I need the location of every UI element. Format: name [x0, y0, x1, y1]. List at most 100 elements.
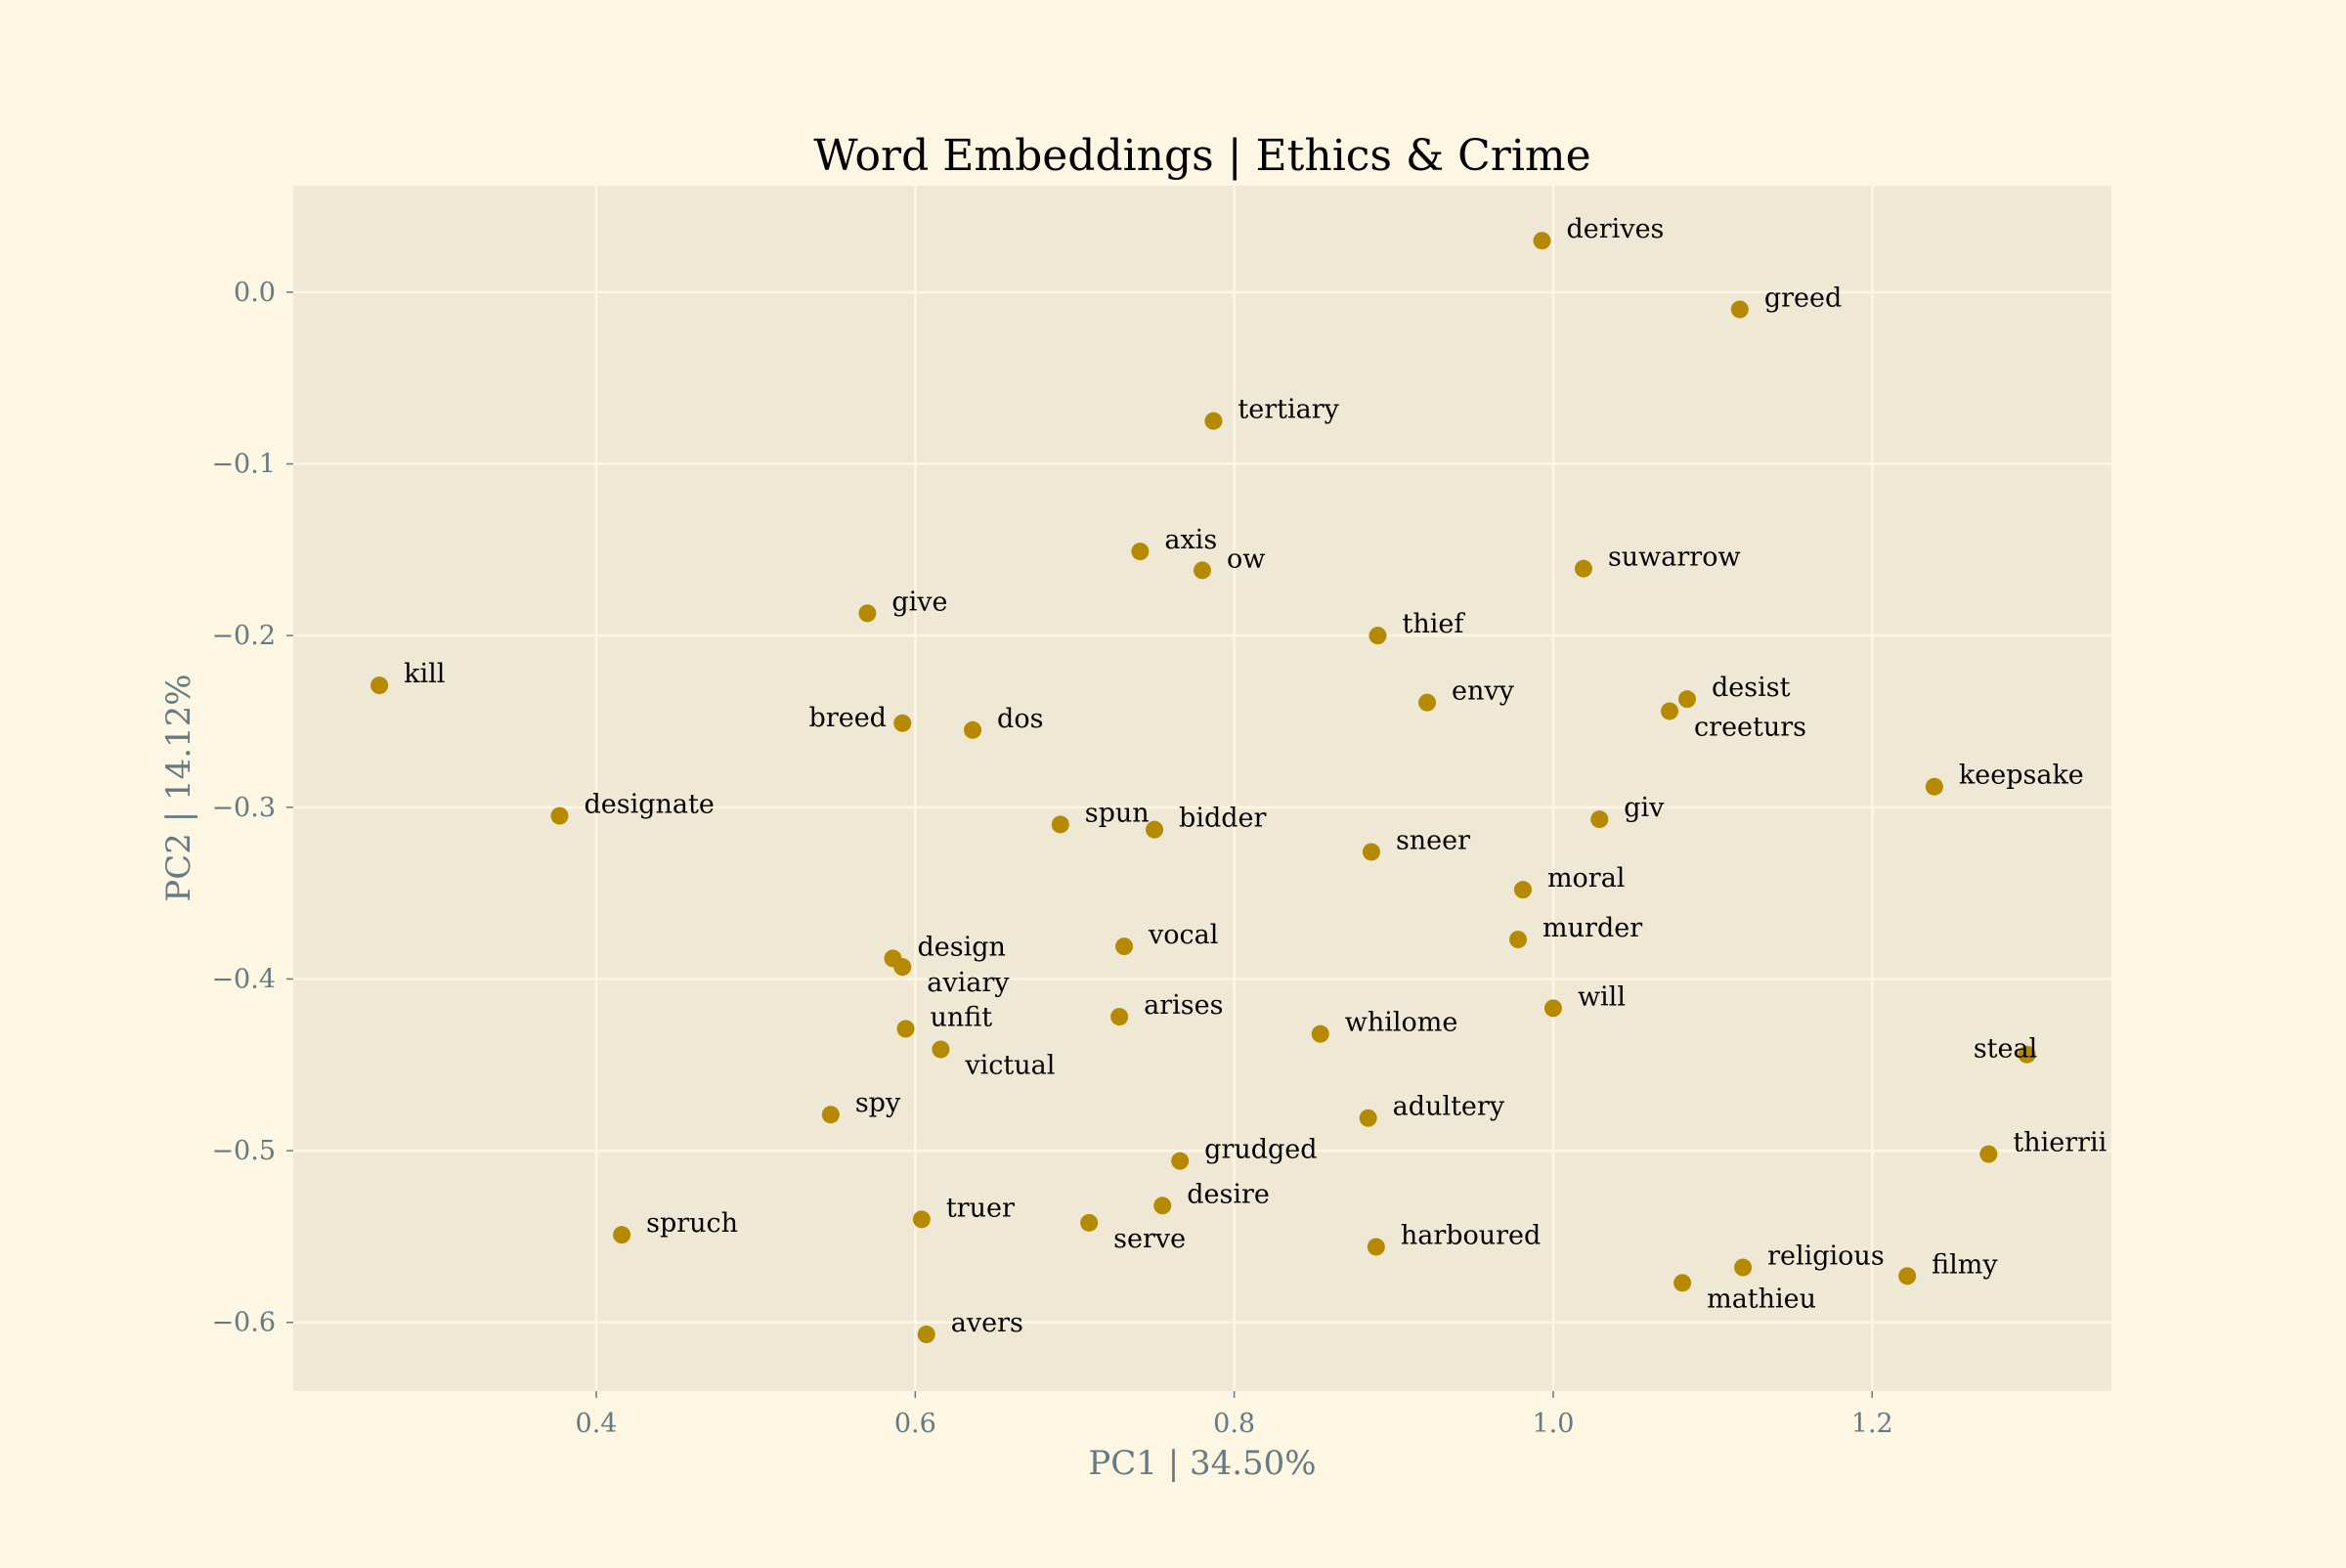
- point-label-adultery: adultery: [1393, 1092, 1505, 1122]
- data-point-religious: [1734, 1258, 1753, 1277]
- point-label-bidder: bidder: [1179, 804, 1266, 834]
- x-axis-label: PC1 | 34.50%: [1088, 1444, 1316, 1483]
- data-point-will: [1543, 999, 1562, 1018]
- data-point-aviary: [893, 958, 912, 977]
- data-point-tertiary: [1204, 412, 1223, 430]
- point-label-thierrii: thierrii: [2013, 1128, 2107, 1158]
- point-label-designate: designate: [584, 790, 714, 820]
- data-point-truer: [912, 1210, 931, 1229]
- x-tick-label: 0.4: [576, 1409, 618, 1439]
- data-point-spy: [821, 1106, 840, 1124]
- data-point-moral: [1513, 881, 1532, 899]
- y-tick-label: −0.5: [211, 1136, 276, 1166]
- point-label-filmy: filmy: [1932, 1249, 1998, 1280]
- data-point-spruch: [613, 1226, 631, 1244]
- data-point-spun: [1051, 815, 1069, 834]
- y-tick-label: −0.1: [211, 450, 276, 480]
- data-point-filmy: [1898, 1267, 1917, 1285]
- data-point-thief: [1368, 627, 1387, 645]
- data-point-creeturs: [1661, 702, 1679, 720]
- grid-lines: [293, 186, 2111, 1391]
- data-point-harboured: [1367, 1238, 1385, 1256]
- point-label-steal: steal: [1974, 1034, 2037, 1065]
- data-point-mathieu: [1673, 1274, 1692, 1292]
- point-label-mathieu: mathieu: [1707, 1284, 1816, 1314]
- data-point-breed: [893, 714, 912, 732]
- data-point-envy: [1418, 693, 1437, 712]
- point-label-murder: murder: [1542, 913, 1642, 943]
- data-point-thierrii: [1979, 1145, 1998, 1163]
- plot-area: [293, 186, 2111, 1391]
- data-point-adultery: [1359, 1109, 1377, 1127]
- data-point-give: [858, 604, 877, 623]
- point-label-desist: desist: [1712, 673, 1791, 703]
- data-point-whilome: [1311, 1024, 1329, 1043]
- point-label-harboured: harboured: [1401, 1220, 1542, 1250]
- y-tick-label: 0.0: [234, 278, 276, 308]
- point-label-suwarrow: suwarrow: [1608, 543, 1741, 573]
- data-point-suwarrow: [1574, 559, 1592, 578]
- point-label-desire: desire: [1187, 1179, 1270, 1209]
- point-label-kill: kill: [404, 659, 445, 689]
- point-label-truer: truer: [946, 1193, 1015, 1223]
- tick-labels: 0.4 0.6 0.8 1.0 1.2 0.0 −0.1 −0.2 −0.3 −0.4 −0.5 −0…: [211, 278, 1892, 1439]
- x-tick-label: 0.8: [1213, 1409, 1255, 1439]
- point-label-envy: envy: [1452, 676, 1515, 707]
- data-point-designate: [550, 806, 569, 825]
- point-label-thief: thief: [1402, 609, 1465, 639]
- data-point-sneer: [1362, 843, 1380, 861]
- data-point-greed: [1730, 300, 1749, 319]
- point-label-will: will: [1578, 981, 1626, 1012]
- data-point-avers: [917, 1326, 935, 1344]
- data-point-victual: [932, 1040, 950, 1059]
- point-label-avers: avers: [951, 1308, 1023, 1338]
- data-point-ow: [1194, 561, 1211, 580]
- point-label-serve: serve: [1113, 1224, 1186, 1254]
- data-point-steal: [2018, 1045, 2036, 1064]
- data-point-desist: [1678, 690, 1696, 709]
- point-label-ow: ow: [1227, 544, 1265, 574]
- point-label-whilome: whilome: [1345, 1008, 1458, 1038]
- point-label-giv: giv: [1624, 793, 1665, 823]
- y-tick-label: −0.6: [211, 1308, 276, 1338]
- point-label-sneer: sneer: [1396, 825, 1470, 855]
- data-point-desire: [1153, 1197, 1172, 1215]
- point-label-religious: religious: [1767, 1241, 1885, 1272]
- x-tick-label: 1.2: [1851, 1409, 1893, 1439]
- point-label-axis: axis: [1164, 525, 1217, 555]
- point-label-vocal: vocal: [1148, 920, 1218, 950]
- point-label-victual: victual: [964, 1050, 1055, 1080]
- point-label-unfit: unfit: [931, 1002, 993, 1032]
- point-label-derives: derives: [1567, 214, 1665, 244]
- data-point-arises: [1110, 1008, 1129, 1026]
- data-point-axis: [1131, 543, 1150, 561]
- point-label-greed: greed: [1764, 283, 1842, 313]
- point-label-arises: arises: [1144, 990, 1223, 1021]
- point-label-spy: spy: [855, 1088, 901, 1118]
- point-label-design: design: [917, 932, 1005, 962]
- data-point-keepsake: [1925, 777, 1943, 796]
- data-point-dos: [964, 720, 982, 739]
- data-point-serve: [1080, 1213, 1099, 1232]
- data-point-vocal: [1115, 937, 1134, 956]
- y-tick-label: −0.4: [211, 964, 276, 994]
- point-label-keepsake: keepsake: [1959, 761, 2084, 791]
- point-label-tertiary: tertiary: [1238, 395, 1339, 425]
- data-point-bidder: [1146, 820, 1164, 839]
- point-label-creeturs: creeturs: [1694, 712, 1806, 742]
- data-points: [370, 232, 2036, 1344]
- y-axis-label: PC2 | 14.12%: [159, 674, 198, 901]
- x-tick-label: 1.0: [1532, 1409, 1574, 1439]
- data-point-grudged: [1171, 1152, 1190, 1170]
- point-label-grudged: grudged: [1204, 1135, 1317, 1165]
- point-label-spruch: spruch: [646, 1208, 738, 1239]
- point-label-dos: dos: [997, 704, 1043, 734]
- data-point-murder: [1509, 931, 1528, 949]
- y-tick-label: −0.2: [211, 621, 276, 651]
- data-point-kill: [370, 676, 389, 695]
- chart-title: Word Embeddings | Ethics & Crime: [813, 131, 1590, 181]
- point-label-moral: moral: [1547, 863, 1626, 893]
